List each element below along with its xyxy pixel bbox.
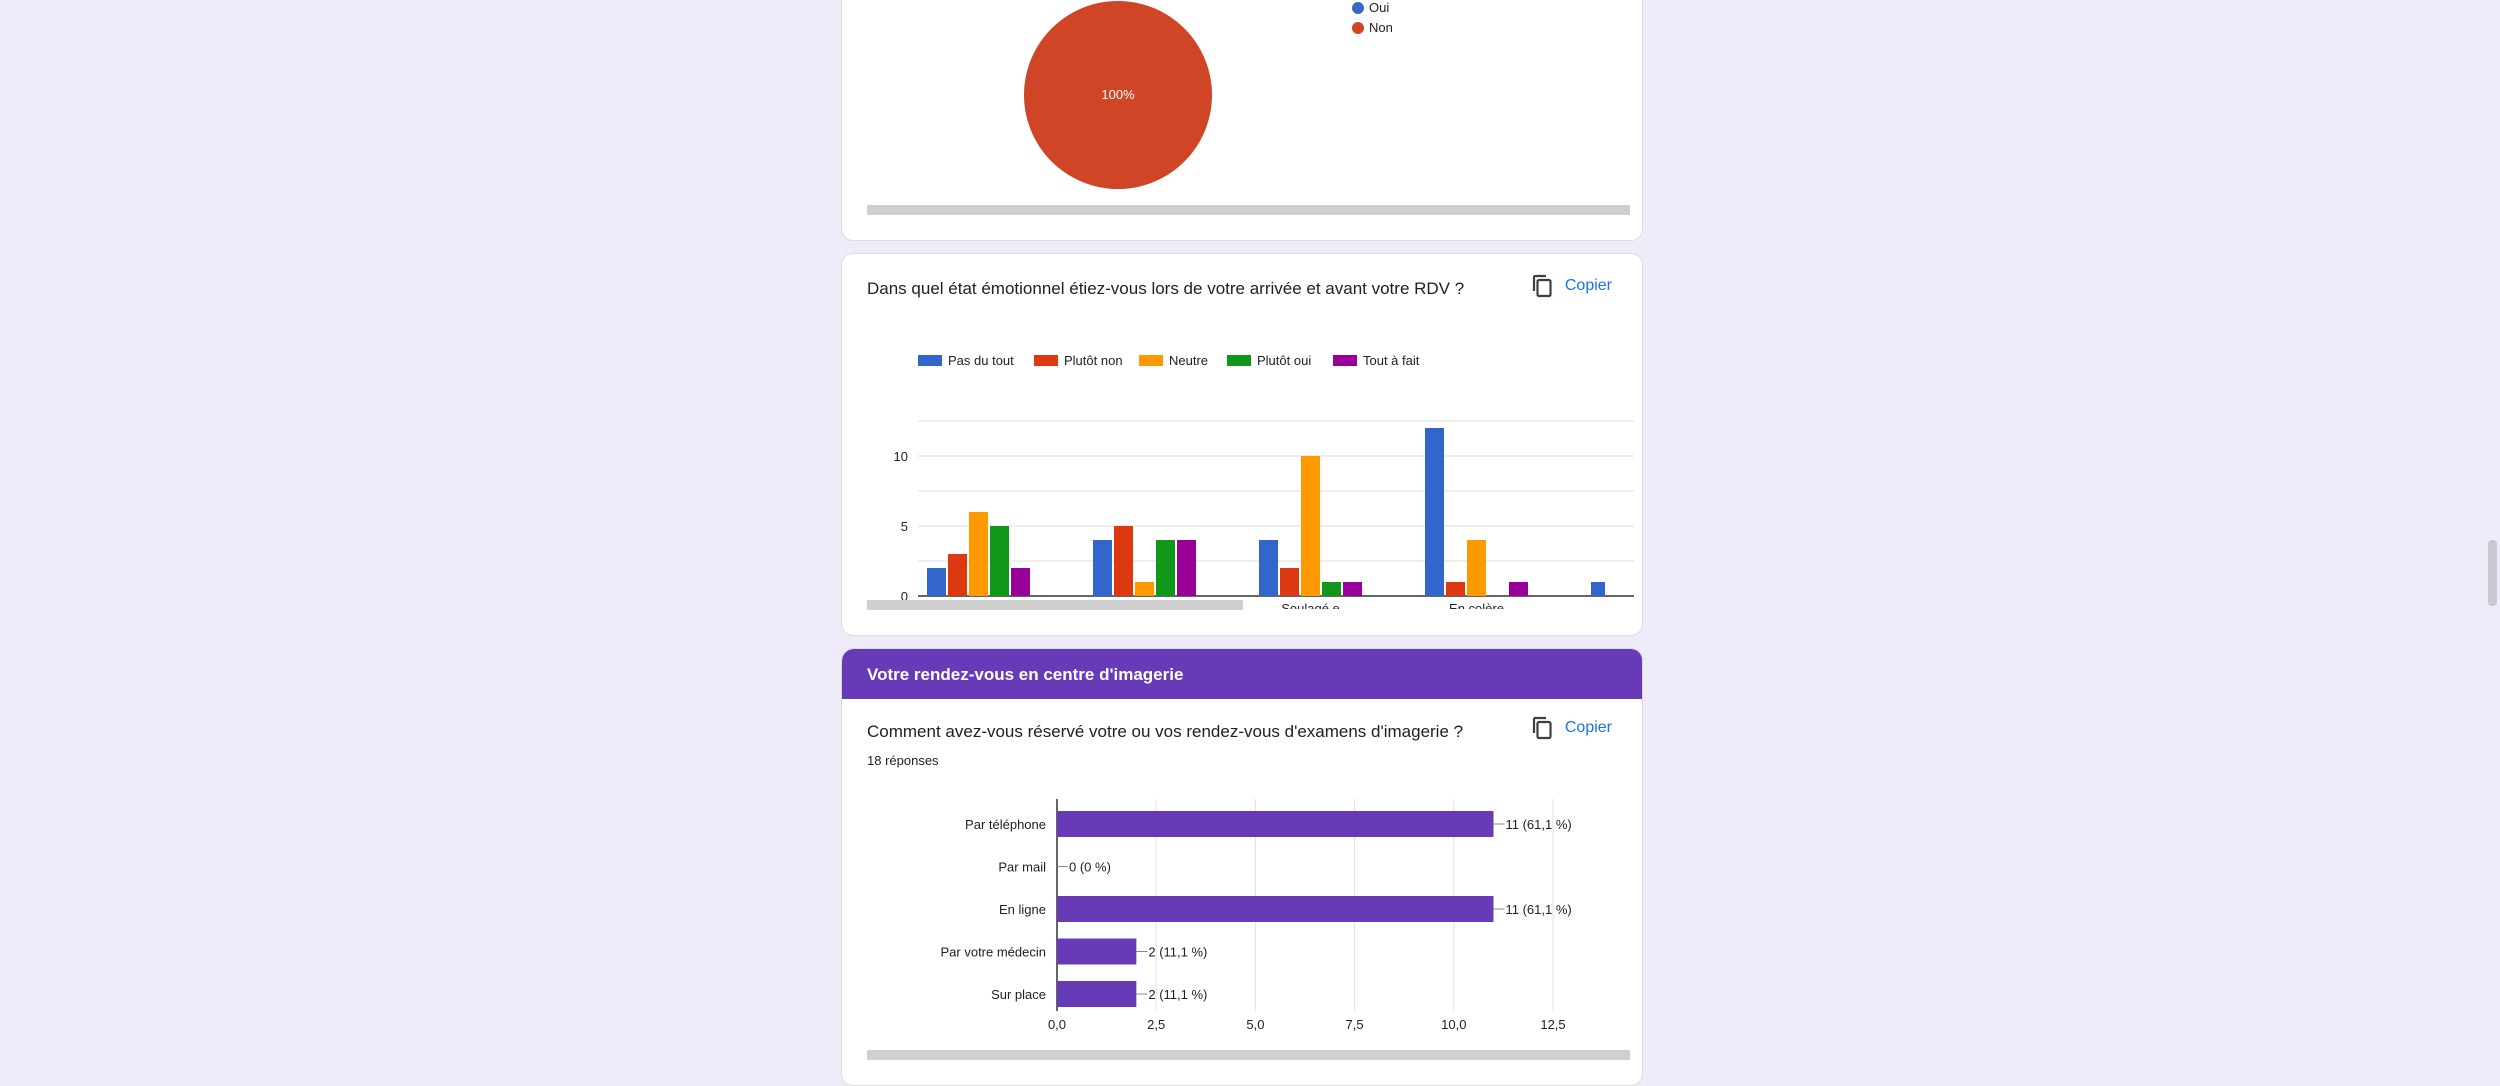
legend-label: Tout à fait [1363,353,1420,368]
bar [1259,540,1278,596]
bar [1093,540,1112,596]
copy-icon [1532,716,1552,740]
bar [927,568,946,596]
bar [1057,981,1137,1007]
category-label: Par téléphone [965,817,1046,832]
value-label: 2 (11,1 %) [1148,987,1207,1002]
bar [948,554,967,596]
legend-label-oui: Oui [1369,0,1390,15]
legend-swatch [1227,355,1251,366]
x-tick-label: Soulagé.e [1281,601,1340,609]
value-label: 0 (0 %) [1069,860,1111,875]
legend-swatch [918,355,942,366]
category-label: Par mail [998,860,1046,875]
bar [1057,896,1494,922]
bar [969,512,988,596]
question-title: Dans quel état émotionnel étiez-vous lor… [867,279,1465,298]
x-tick-label: En colère [1449,601,1504,609]
section-header: Votre rendez-vous en centre d'imagerie [842,649,1642,699]
horizontal-scrollbar[interactable] [867,1050,1630,1060]
page-scrollbar[interactable] [2488,540,2497,606]
bar [1057,811,1494,837]
bar [1301,456,1320,596]
bar [1591,582,1605,596]
x-tick-label: 7,5 [1346,1017,1364,1032]
horizontal-bar-chart: 0,0 2,5 5,0 7,5 10,0 12,5 Par téléphone 11 (61,… [941,799,1572,1032]
y-tick-label: 5 [901,519,908,534]
value-label: 11 (61,1 %) [1505,902,1571,917]
x-tick-label: 5,0 [1246,1017,1264,1032]
value-label: 2 (11,1 %) [1148,945,1207,960]
bar [1467,540,1486,596]
copy-button-label: Copier [1564,719,1612,736]
bar [1156,540,1175,596]
x-tick-label: 0,0 [1048,1017,1066,1032]
bar [1425,428,1444,596]
legend-swatch [1034,355,1058,366]
legend-swatch [1139,355,1163,366]
bar [1114,526,1133,596]
section-title: Votre rendez-vous en centre d'imagerie [867,665,1184,684]
response-count: 18 réponses [867,753,939,768]
horizontal-scrollbar[interactable] [867,205,1630,215]
pie-slice-label: 100% [1101,87,1135,102]
question-title: Comment avez-vous réservé votre ou vos r… [867,722,1464,741]
y-tick-label: 0 [901,589,908,604]
legend-label: Plutôt non [1064,353,1123,368]
horizontal-scrollbar[interactable] [867,600,1243,610]
legend-label: Pas du tout [948,353,1014,368]
legend-label: Plutôt oui [1257,353,1311,368]
bar [990,526,1009,596]
x-tick-label: 2,5 [1147,1017,1165,1032]
pie-question-card: 100% Oui Non [841,0,1643,241]
bar [1057,938,1137,965]
legend-swatch [1333,355,1357,366]
legend-label-non: Non [1369,20,1393,35]
x-tick-label: 10,0 [1441,1017,1466,1032]
emotion-question-card: Dans quel état émotionnel étiez-vous lor… [841,253,1643,636]
bar [1280,568,1299,596]
bar [1177,540,1196,596]
legend-label: Neutre [1169,353,1208,368]
bar [1322,582,1341,596]
x-tick-label: 12,5 [1540,1017,1565,1032]
copy-button-label: Copier [1564,277,1612,294]
copy-button[interactable]: Copier [1531,274,1612,298]
copy-icon [1532,274,1552,298]
bar [1011,568,1030,596]
pie-chart: 100% [1024,1,1212,189]
section-card: Votre rendez-vous en centre d'imagerie C… [841,648,1643,1086]
legend-dot-oui [1352,2,1364,14]
legend-dot-non [1352,22,1364,34]
pie-slice-non [1024,1,1212,189]
category-label: Par votre médecin [941,945,1047,960]
bar [1446,582,1465,596]
bar [1135,582,1154,596]
bar [1509,582,1528,596]
bar [1343,582,1362,596]
category-label: En ligne [999,902,1046,917]
grouped-bar-chart: Pas du tout Plutôt non Neutre Plutôt oui Tou… [894,353,1634,609]
category-label: Sur place [991,987,1046,1002]
value-label: 11 (61,1 %) [1505,817,1571,832]
y-tick-label: 10 [894,449,908,464]
copy-button[interactable]: Copier [1531,716,1612,740]
